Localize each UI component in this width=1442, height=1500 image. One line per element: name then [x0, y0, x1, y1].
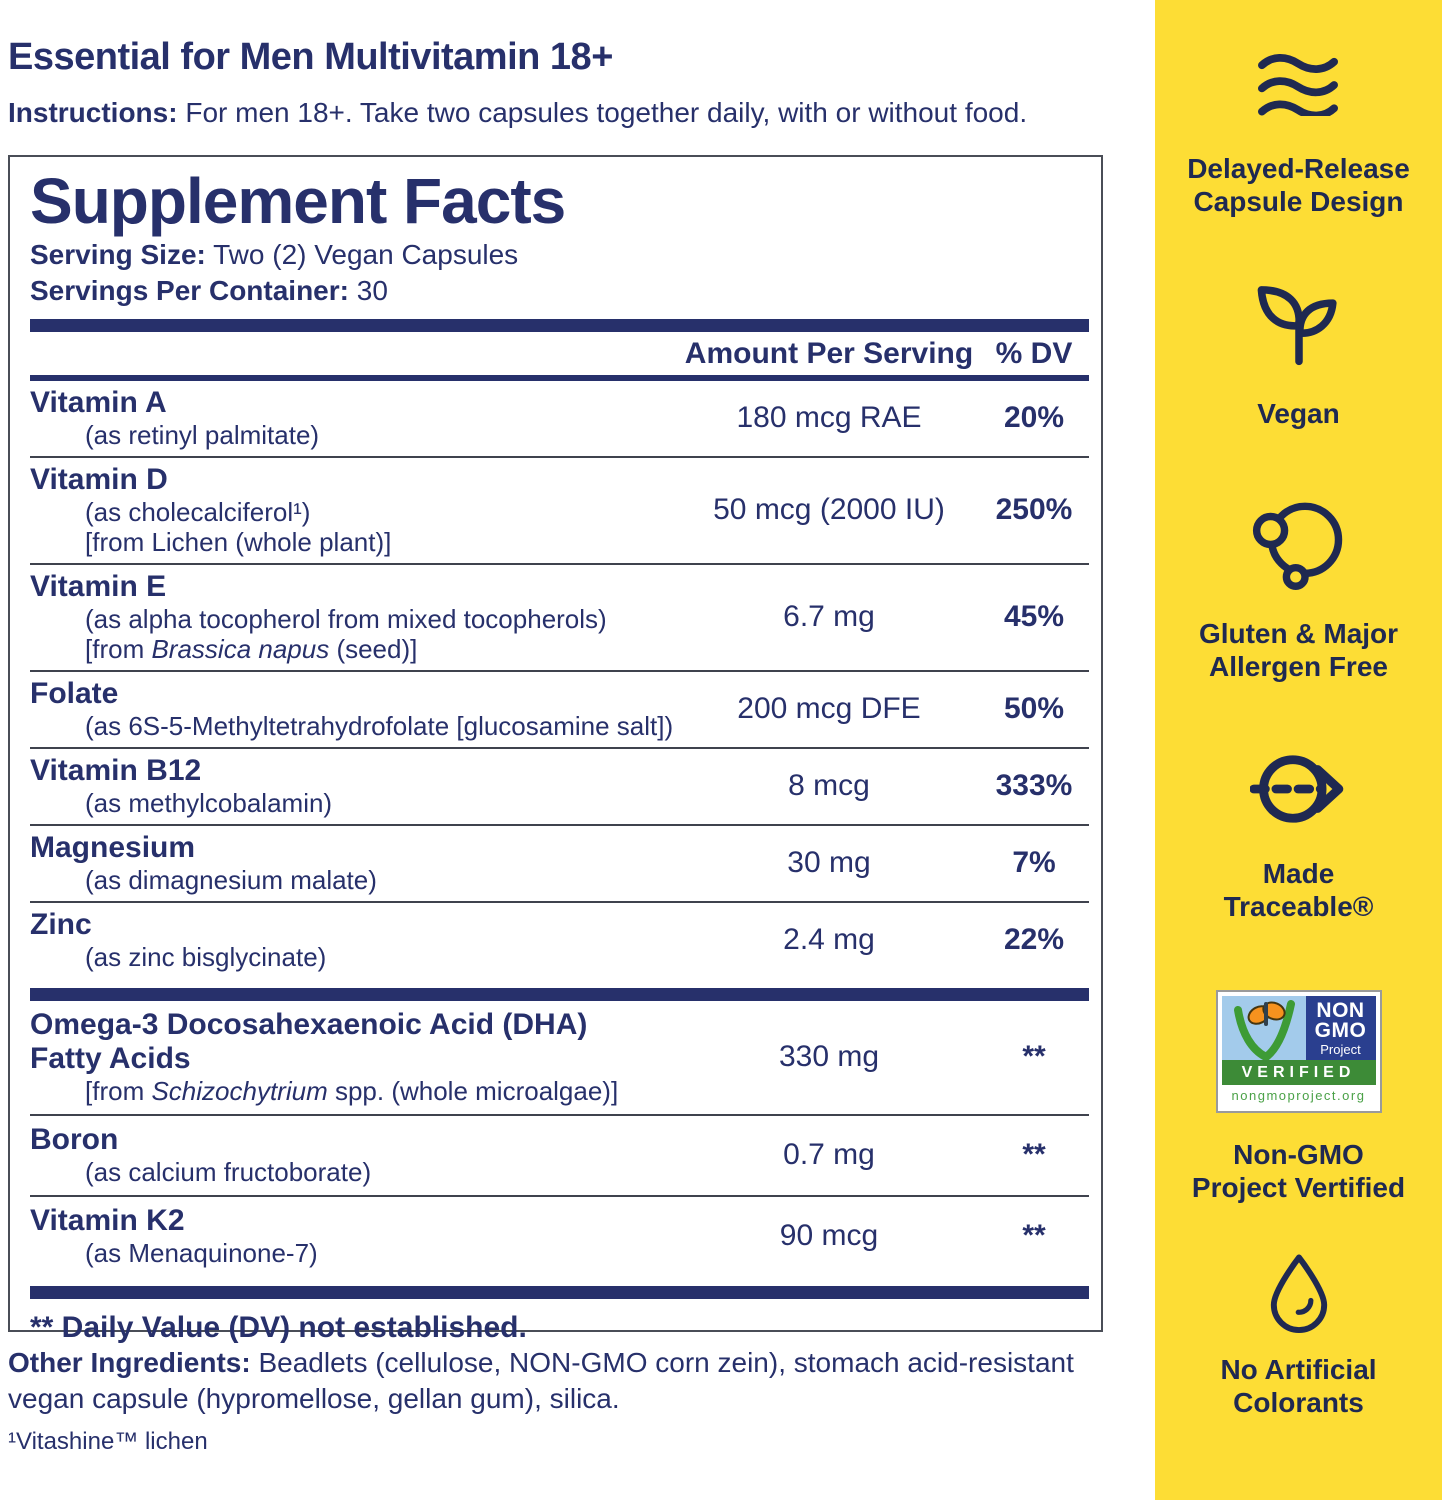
feature-label: Vegan	[1257, 398, 1340, 429]
daily-value-percent: 45%	[1003, 600, 1065, 633]
nutrient-name: Magnesium (as dimagnesium malate)	[30, 831, 377, 895]
table-row: Vitamin B12 (as methylcobalamin) 8 mcg 333%	[30, 749, 1089, 826]
seal-non-text: NON	[1316, 998, 1365, 1022]
nutrient-name: Vitamin K2 (as Menaquinone-7)	[30, 1204, 318, 1268]
daily-value-percent: 333%	[995, 769, 1073, 802]
divider-thick	[30, 319, 1089, 332]
column-header-dv: % DV	[995, 337, 1073, 370]
nutrients-table-other: Omega-3 Docosahexaenoic Acid (DHA) Fatty …	[30, 1001, 1089, 1276]
daily-value-percent: 22%	[1003, 923, 1065, 956]
page-title: Essential for Men Multivitamin 18+	[8, 36, 613, 78]
supplement-facts-title: Supplement Facts	[30, 165, 566, 237]
nutrient-name: Vitamin D (as cholecalciferol¹) [from Lich…	[30, 463, 392, 557]
feature-made-traceable: Made Traceable®	[1223, 683, 1374, 923]
daily-value-percent: 250%	[995, 493, 1073, 526]
table-row: Vitamin K2 (as Menaquinone-7) 90 mcg **	[30, 1197, 1089, 1276]
daily-value-percent: **	[1022, 1219, 1046, 1252]
label-main-area: Essential for Men Multivitamin 18+ Instr…	[8, 36, 1103, 1455]
nutrients-table-main: Vitamin A (as retinyl palmitate) 180 mcg R…	[30, 381, 1089, 978]
column-header-amount: Amount Per Serving	[684, 337, 974, 370]
divider-thick	[30, 1286, 1089, 1299]
nutrient-name: Vitamin A (as retinyl palmitate)	[30, 386, 320, 450]
seal-url-text: nongmoproject.org	[1231, 1088, 1366, 1103]
supplement-facts-panel: Supplement Facts Serving Size: Two (2) V…	[8, 155, 1103, 1344]
table-row: Magnesium (as dimagnesium malate) 30 mg 7%	[30, 826, 1089, 903]
butterfly-grass-icon	[1221, 996, 1306, 1060]
table-column-header: Amount Per Serving % DV	[30, 332, 1089, 375]
instructions-text: Instructions: For men 18+. Take two caps…	[8, 97, 1028, 128]
amount-per-serving-value: 180 mcg RAE	[736, 401, 922, 434]
traceable-arrow-icon	[1249, 755, 1343, 823]
daily-value-percent: **	[1022, 1040, 1046, 1073]
molecules-icon	[1252, 502, 1343, 590]
amount-per-serving-value: 0.7 mg	[783, 1138, 875, 1171]
seal-verified-text: VERIFIED	[1221, 1060, 1376, 1085]
amount-per-serving-value: 90 mcg	[779, 1219, 879, 1252]
daily-value-percent: **	[1022, 1138, 1046, 1171]
amount-per-serving-value: 50 mcg (2000 IU)	[713, 493, 945, 526]
nutrient-name: Folate (as 6S-5-Methyltetrahydrofolate [g…	[30, 677, 674, 741]
table-row: Vitamin A (as retinyl palmitate) 180 mcg R…	[30, 381, 1089, 458]
seal-project-text: Project	[1320, 1041, 1361, 1057]
other-ingredients-label: Other Ingredients:	[8, 1347, 251, 1378]
amount-per-serving-value: 6.7 mg	[783, 600, 875, 633]
feature-label: Delayed-Release Capsule Design	[1187, 153, 1410, 217]
amount-per-serving-value: 200 mcg DFE	[737, 692, 921, 725]
nutrient-name: Vitamin E (as alpha tocopherol from mixed…	[30, 570, 607, 664]
feature-label: Non-GMO Project Vertified	[1191, 1139, 1406, 1203]
seal-gmo-text: GMO	[1314, 1018, 1367, 1042]
servings-per-container: Servings Per Container: 30	[30, 275, 388, 306]
non-gmo-verified-seal: NON GMO Project VERIFIED nongmoproject.o…	[1215, 990, 1382, 1113]
table-row: Zinc (as zinc bisglycinate) 2.4 mg 22%	[30, 903, 1089, 978]
amount-per-serving-value: 2.4 mg	[783, 923, 875, 956]
daily-value-percent: 7%	[1012, 846, 1056, 879]
table-row: Vitamin D (as cholecalciferol¹) [from Lich…	[30, 458, 1089, 565]
vitashine-footnote: ¹Vitashine™ lichen	[8, 1428, 208, 1455]
feature-non-gmo: NON GMO Project VERIFIED nongmoproject.o…	[1192, 923, 1405, 1204]
nutrient-name: Omega-3 Docosahexaenoic Acid (DHA) Fatty …	[30, 1008, 619, 1106]
serving-size: Serving Size: Two (2) Vegan Capsules	[30, 239, 519, 270]
nutrient-name: Zinc (as zinc bisglycinate)	[30, 908, 327, 972]
feature-label: Made Traceable®	[1223, 858, 1374, 922]
feature-gluten-free: Gluten & Major Allergen Free	[1199, 430, 1398, 683]
sprout-icon	[1257, 286, 1337, 366]
amount-per-serving-value: 30 mg	[787, 846, 871, 879]
table-row: Omega-3 Docosahexaenoic Acid (DHA) Fatty …	[30, 1001, 1089, 1116]
other-ingredients: Other Ingredients: Beadlets (cellulose, …	[8, 1347, 1074, 1414]
feature-vegan: Vegan	[1252, 218, 1346, 430]
table-row: Boron (as calcium fructoborate) 0.7 mg **	[30, 1116, 1089, 1197]
instructions-label: Instructions:	[8, 97, 178, 128]
feature-sidebar: Delayed-Release Capsule Design Vegan Glu…	[1155, 0, 1442, 1500]
table-row: Folate (as 6S-5-Methyltetrahydrofolate [g…	[30, 672, 1089, 749]
feature-label: Gluten & Major Allergen Free	[1198, 618, 1399, 682]
feature-label: No Artificial Colorants	[1220, 1354, 1377, 1418]
feature-delayed-release: Delayed-Release Capsule Design	[1187, 0, 1410, 218]
feature-no-artificial-colorants: No Artificial Colorants	[1220, 1204, 1377, 1419]
table-row: Vitamin E (as alpha tocopherol from mixed…	[30, 565, 1089, 672]
nutrient-name: Vitamin B12 (as methylcobalamin)	[30, 754, 333, 818]
waves-icon	[1258, 54, 1339, 116]
drop-icon	[1270, 1254, 1327, 1333]
nutrient-name: Boron (as calcium fructoborate)	[30, 1123, 372, 1187]
amount-per-serving-value: 330 mg	[778, 1040, 880, 1073]
daily-value-percent: 20%	[1003, 401, 1065, 434]
divider-medium	[30, 375, 1089, 381]
daily-value-percent: 50%	[1003, 692, 1065, 725]
divider-thick	[30, 988, 1089, 1001]
dv-footnote: ** Daily Value (DV) not established.	[30, 1311, 527, 1344]
amount-per-serving-value: 8 mcg	[788, 769, 870, 802]
